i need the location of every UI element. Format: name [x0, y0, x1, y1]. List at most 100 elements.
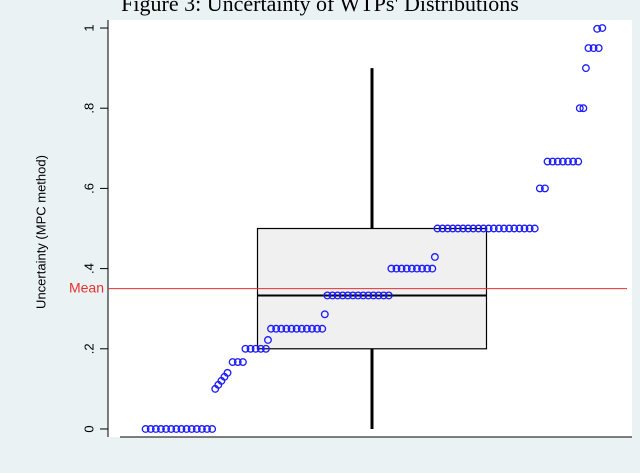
point	[359, 291, 368, 300]
point	[505, 224, 514, 233]
point	[251, 344, 260, 353]
point	[520, 224, 529, 233]
y-tick-label: .4	[81, 263, 96, 274]
point	[392, 264, 401, 273]
point	[318, 324, 327, 333]
point	[433, 224, 442, 233]
point	[343, 291, 352, 300]
point	[333, 291, 342, 300]
point	[489, 224, 498, 233]
point	[413, 264, 421, 273]
y-tick-label: .8	[81, 103, 96, 114]
point	[428, 264, 437, 273]
point	[197, 425, 206, 433]
mean-label: Mean	[69, 279, 104, 295]
point	[515, 224, 524, 233]
point	[569, 157, 578, 166]
point	[228, 358, 237, 366]
point	[272, 324, 281, 333]
y-axis-label: Uncertainty (MPC method)	[33, 155, 48, 309]
point	[510, 224, 519, 233]
point	[369, 291, 378, 300]
point	[264, 336, 272, 344]
point	[594, 44, 603, 53]
point	[238, 358, 247, 366]
point	[384, 291, 393, 300]
point	[479, 224, 488, 233]
point	[484, 224, 493, 233]
point	[469, 224, 478, 233]
point	[208, 425, 217, 433]
point	[548, 157, 557, 166]
chart-title: Figure 3: Uncertainty of WTPs' Distribut…	[121, 0, 519, 16]
point	[323, 291, 332, 300]
point	[141, 425, 150, 433]
point	[182, 425, 191, 433]
point	[241, 344, 250, 353]
point	[203, 425, 211, 433]
point	[297, 324, 306, 333]
point	[379, 291, 388, 300]
point	[256, 344, 265, 353]
point	[438, 224, 447, 233]
point	[308, 324, 316, 333]
point	[397, 264, 406, 273]
point	[575, 104, 584, 113]
point	[443, 224, 452, 233]
point	[558, 157, 567, 166]
point	[464, 224, 473, 233]
point	[581, 64, 590, 73]
point	[167, 425, 176, 433]
point	[302, 324, 311, 333]
point	[313, 324, 322, 333]
point	[448, 224, 457, 233]
y-tick-label: 1	[81, 24, 96, 31]
point	[354, 291, 363, 300]
point	[541, 184, 549, 193]
point	[146, 425, 155, 433]
point	[407, 264, 416, 273]
point	[246, 344, 255, 353]
point	[192, 425, 201, 433]
point	[500, 224, 508, 233]
point	[177, 425, 186, 433]
point	[277, 324, 286, 333]
point	[374, 291, 383, 300]
y-tick-label: .2	[81, 343, 96, 354]
point	[453, 224, 462, 233]
point	[387, 264, 396, 273]
point	[320, 310, 329, 319]
point	[402, 264, 411, 273]
point	[423, 264, 432, 273]
y-tick-label: 0	[81, 425, 96, 432]
point	[292, 324, 301, 333]
point	[151, 425, 160, 433]
point	[267, 324, 275, 333]
point	[564, 157, 572, 166]
point	[574, 157, 583, 166]
point	[535, 184, 544, 193]
point	[338, 291, 347, 300]
point	[364, 291, 373, 300]
point	[430, 253, 439, 261]
point	[459, 224, 467, 233]
point	[589, 44, 598, 53]
point	[525, 224, 534, 233]
point	[579, 104, 588, 113]
point	[261, 344, 270, 353]
point	[187, 425, 196, 433]
point	[282, 324, 291, 333]
point	[162, 425, 171, 433]
point	[530, 224, 539, 233]
point	[474, 224, 483, 233]
point	[172, 425, 181, 433]
point	[593, 24, 602, 33]
point	[584, 44, 593, 53]
point	[543, 157, 552, 166]
point	[157, 425, 165, 433]
point	[223, 368, 232, 377]
point	[598, 24, 607, 32]
point	[287, 324, 296, 333]
point	[553, 157, 562, 166]
